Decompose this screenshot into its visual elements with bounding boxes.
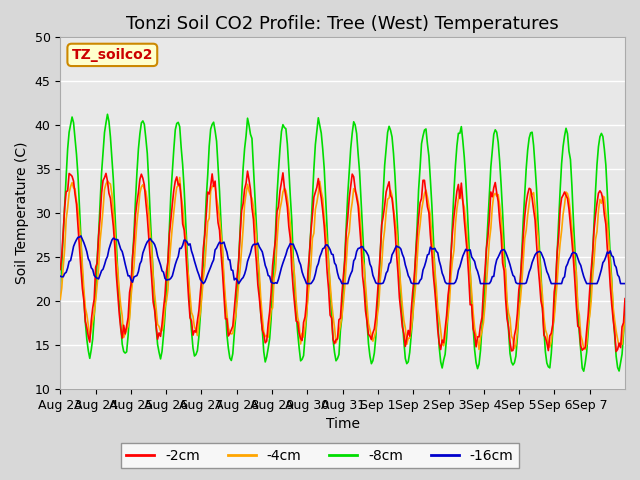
-2cm (348, 171, 356, 177)
-16cm (77, 233, 84, 239)
-8cm (76, 204, 83, 210)
Title: Tonzi Soil CO2 Profile: Tree (West) Temperatures: Tonzi Soil CO2 Profile: Tree (West) Temp… (126, 15, 559, 33)
-8cm (56, 285, 64, 290)
-16cm (621, 281, 629, 287)
Line: -8cm: -8cm (60, 114, 625, 371)
-4cm (348, 200, 356, 205)
-4cm (176, 175, 184, 180)
-2cm (545, 348, 552, 353)
-16cm (620, 281, 627, 287)
Line: -16cm: -16cm (60, 236, 625, 284)
-2cm (620, 320, 627, 325)
-8cm (545, 364, 552, 370)
-4cm (76, 223, 83, 228)
-8cm (621, 311, 629, 316)
-4cm (475, 347, 483, 352)
Text: TZ_soilco2: TZ_soilco2 (72, 48, 153, 62)
-16cm (200, 281, 207, 287)
-8cm (93, 256, 101, 262)
-16cm (462, 246, 470, 252)
-2cm (621, 296, 629, 301)
-16cm (350, 258, 358, 264)
Y-axis label: Soil Temperature (C): Soil Temperature (C) (15, 142, 29, 285)
-16cm (56, 273, 64, 279)
-8cm (104, 111, 111, 117)
-4cm (620, 328, 627, 334)
-2cm (93, 260, 101, 266)
-4cm (93, 282, 101, 288)
-8cm (580, 368, 588, 374)
-8cm (620, 332, 627, 337)
-4cm (56, 296, 64, 302)
-8cm (348, 130, 356, 136)
-16cm (546, 276, 554, 282)
Legend: -2cm, -4cm, -8cm, -16cm: -2cm, -4cm, -8cm, -16cm (121, 443, 519, 468)
-2cm (244, 168, 252, 174)
-4cm (546, 344, 554, 350)
Line: -2cm: -2cm (60, 171, 625, 351)
-2cm (56, 266, 64, 272)
-4cm (621, 313, 629, 319)
-4cm (460, 204, 468, 210)
X-axis label: Time: Time (326, 418, 360, 432)
-2cm (612, 348, 620, 354)
Line: -4cm: -4cm (60, 178, 625, 349)
-16cm (95, 276, 102, 282)
-2cm (76, 247, 83, 252)
-16cm (76, 234, 83, 240)
-2cm (460, 217, 468, 223)
-8cm (460, 155, 468, 160)
